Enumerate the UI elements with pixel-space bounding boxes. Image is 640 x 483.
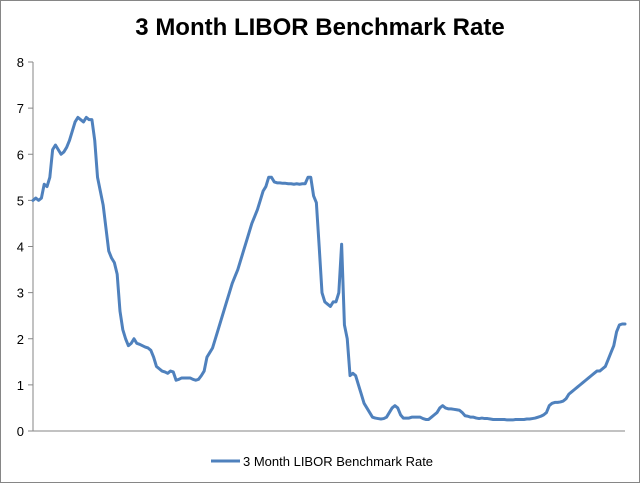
legend-label: 3 Month LIBOR Benchmark Rate xyxy=(243,454,433,469)
y-tick-label: 3 xyxy=(17,286,24,301)
legend: 3 Month LIBOR Benchmark Rate xyxy=(211,454,433,469)
y-tick-label: 1 xyxy=(17,378,24,393)
chart-title: 3 Month LIBOR Benchmark Rate xyxy=(135,14,505,41)
y-tick-label: 5 xyxy=(17,193,24,208)
y-tick-label: 6 xyxy=(17,147,24,162)
y-tick-label: 8 xyxy=(17,55,24,70)
series-line xyxy=(31,115,627,422)
y-tick-label: 7 xyxy=(17,101,24,116)
series-group xyxy=(31,115,627,422)
y-tick-label: 2 xyxy=(17,332,24,347)
y-tick-label: 0 xyxy=(17,424,24,439)
y-axis: 0 1 2 3 4 5 6 7 8 xyxy=(17,55,34,439)
y-tick-label: 4 xyxy=(17,240,24,255)
